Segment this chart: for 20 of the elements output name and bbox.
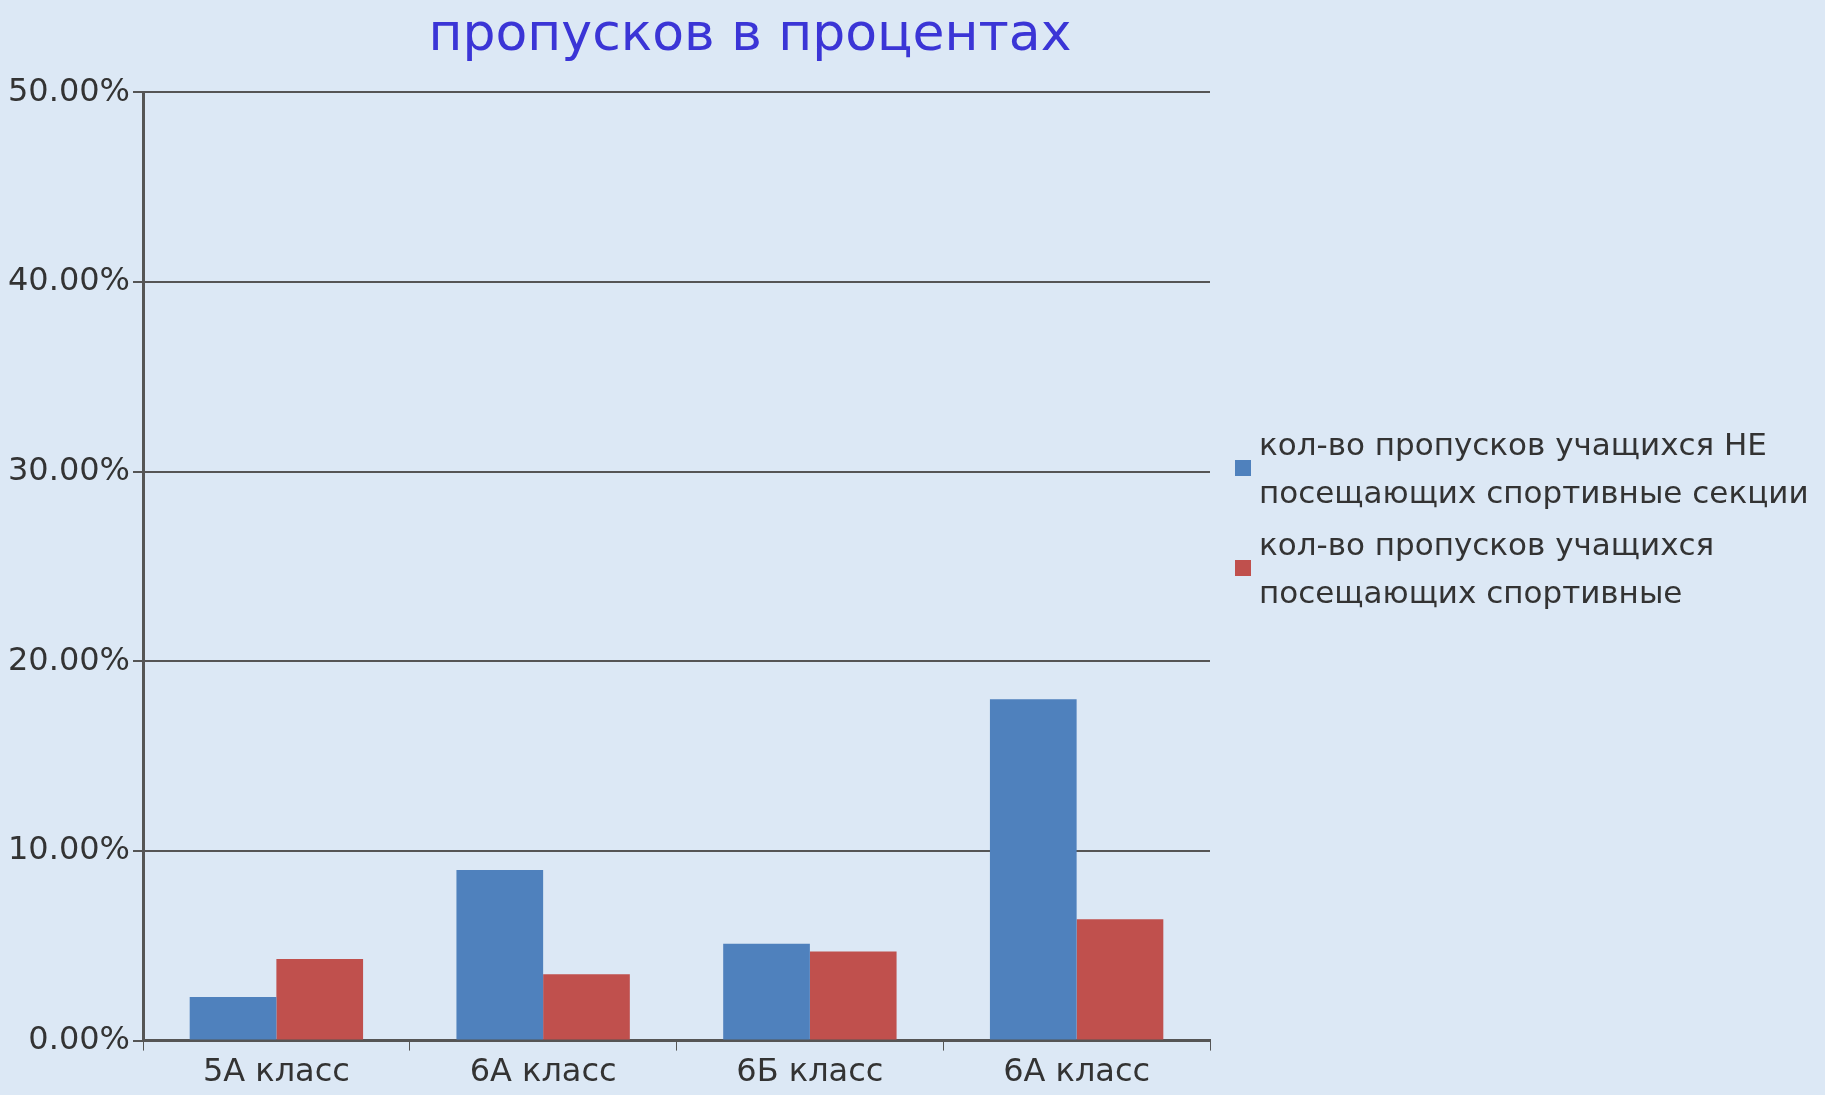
legend-label: кол-во пропусков учащихся посещающих спортивные <box>1259 525 1716 613</box>
bar <box>543 974 630 1040</box>
x-tick-label: 6Б класс <box>736 1051 884 1090</box>
bar <box>723 943 810 1040</box>
y-tick-label: 50.00% <box>8 70 131 109</box>
bar <box>276 959 364 1040</box>
bar <box>189 996 277 1040</box>
x-tick-label: 6А класс <box>1003 1051 1151 1090</box>
bar <box>1076 919 1164 1040</box>
y-tick-label: 0.00% <box>28 1018 131 1057</box>
y-tick-label: 10.00% <box>8 829 131 868</box>
x-tick-label: 6А класс <box>469 1051 617 1090</box>
chart-title: пропусков в процентах <box>427 2 1073 62</box>
bar <box>989 699 1077 1040</box>
y-tick-label: 40.00% <box>8 260 131 299</box>
bar <box>456 869 544 1040</box>
y-tick-label: 20.00% <box>8 639 131 678</box>
y-tick-label: 30.00% <box>8 449 131 488</box>
bar <box>809 951 897 1040</box>
x-tick-label: 5А класс <box>202 1051 350 1090</box>
